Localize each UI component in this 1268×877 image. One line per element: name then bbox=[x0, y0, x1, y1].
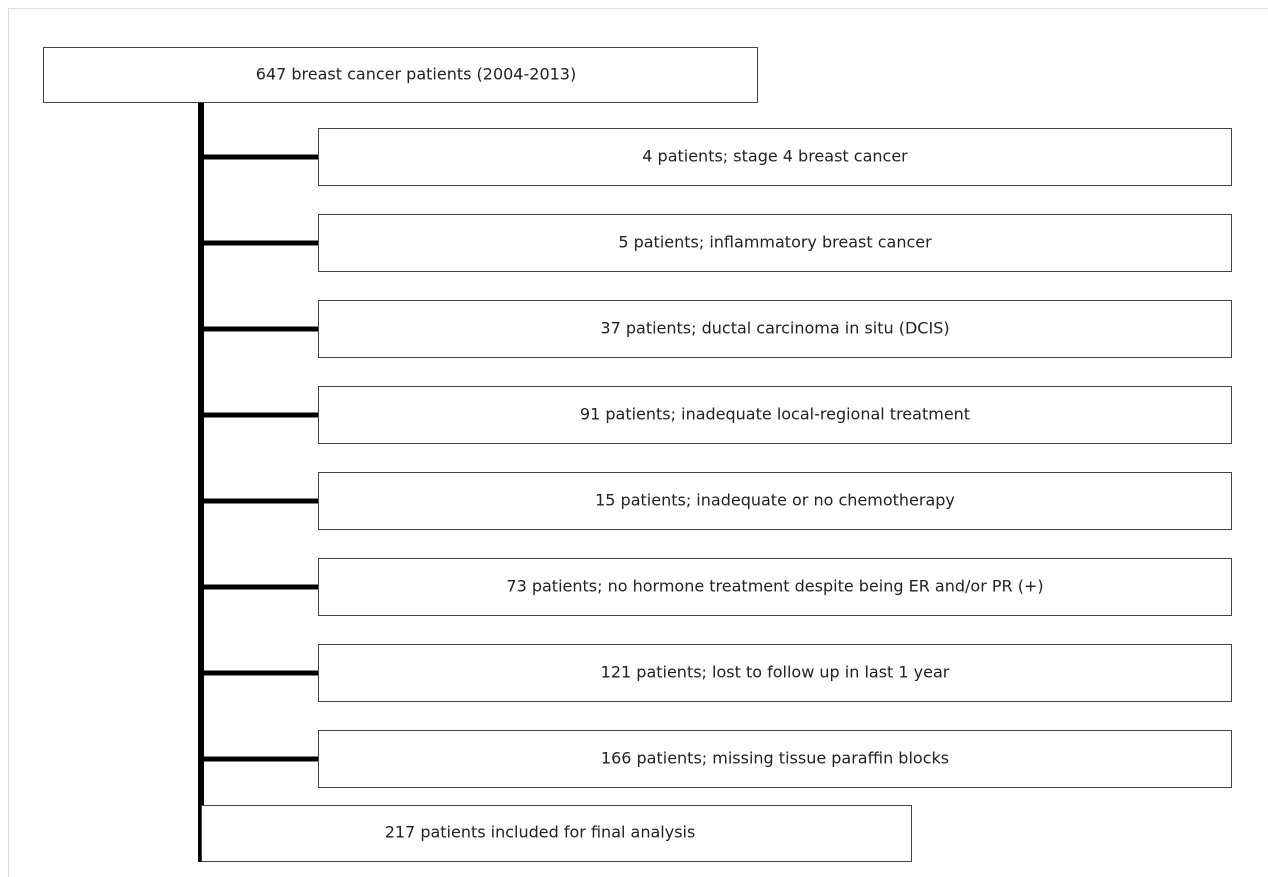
exclusion-label: 37 patients; ductal carcinoma in situ (D… bbox=[600, 319, 949, 338]
exclusion-list: 4 patients; stage 4 breast cancer 5 patie… bbox=[201, 128, 1232, 788]
exclusion-box bbox=[318, 472, 1232, 530]
exclusion-box bbox=[318, 214, 1232, 272]
exclusion-box bbox=[318, 128, 1232, 186]
result-box bbox=[201, 805, 912, 862]
exclusion-label: 73 patients; no hormone treatment despit… bbox=[506, 577, 1043, 596]
exclusion-box bbox=[318, 386, 1232, 444]
result-label: 217 patients included for final analysis bbox=[385, 823, 696, 842]
exclusion-box bbox=[318, 300, 1232, 358]
exclusion-box bbox=[318, 644, 1232, 702]
exclusion-label: 121 patients; lost to follow up in last … bbox=[601, 663, 950, 682]
source-box bbox=[43, 47, 758, 103]
exclusion-label: 4 patients; stage 4 breast cancer bbox=[642, 147, 908, 166]
exclusion-label: 15 patients; inadequate or no chemothera… bbox=[595, 491, 955, 510]
exclusion-label: 166 patients; missing tissue paraffin bl… bbox=[601, 749, 949, 768]
exclusion-label: 91 patients; inadequate local-regional t… bbox=[580, 405, 970, 424]
exclusion-box bbox=[318, 730, 1232, 788]
source-label: 647 breast cancer patients (2004-2013) bbox=[256, 65, 576, 84]
exclusion-box bbox=[318, 558, 1232, 616]
exclusion-label: 5 patients; inflammatory breast cancer bbox=[618, 233, 932, 252]
